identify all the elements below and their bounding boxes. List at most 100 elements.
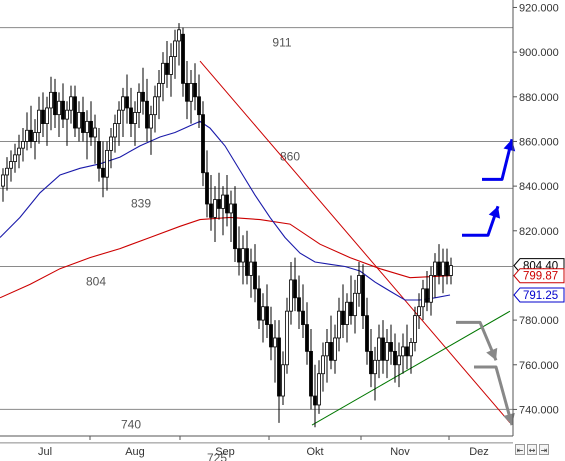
candle: [197, 74, 201, 129]
candle-body: [157, 82, 161, 98]
candle-body: [333, 337, 337, 361]
candle: [261, 293, 265, 343]
candle: [365, 297, 369, 365]
level-labels: 911 860 839 804 740 725: [86, 36, 300, 461]
candle: [5, 157, 9, 191]
candle-body: [105, 149, 109, 178]
candle-body: [257, 288, 261, 321]
candle: [125, 74, 129, 124]
candle-body: [37, 109, 41, 133]
candle: [377, 324, 381, 379]
x-tick-label: Nov: [390, 446, 410, 458]
scenario-arrowhead-1: [503, 139, 516, 152]
grid-lines: [0, 0, 513, 444]
candle-body: [293, 279, 297, 299]
candle: [225, 174, 229, 227]
candle: [341, 284, 345, 338]
candle: [29, 105, 33, 149]
candle: [45, 96, 49, 146]
candle: [129, 87, 133, 137]
scroll-right-button[interactable]: ⇥: [539, 444, 549, 455]
candle-body: [289, 279, 293, 312]
candle-body: [85, 120, 89, 133]
candle: [421, 279, 425, 321]
candle-body: [445, 261, 449, 276]
y-tick-label: 880.000: [519, 92, 559, 104]
candle-body: [405, 346, 409, 357]
level-label-860: 860: [280, 149, 300, 163]
candle-body: [221, 194, 225, 209]
candle: [33, 119, 37, 160]
candle-body: [317, 373, 321, 406]
candle: [41, 92, 45, 137]
candle: [409, 337, 413, 374]
candle: [353, 279, 357, 334]
candle-body: [241, 248, 245, 263]
candle: [413, 306, 417, 352]
candle: [373, 346, 377, 401]
candle-body: [93, 127, 97, 138]
candle-body: [365, 315, 369, 352]
level-label-911: 911: [272, 36, 291, 50]
candle: [81, 96, 85, 142]
y-tick-label: 820.000: [519, 226, 559, 238]
candle-body: [389, 342, 393, 352]
candle-body: [397, 355, 401, 366]
candle-body: [413, 315, 417, 343]
candle-body: [281, 364, 285, 397]
price-badge-frame: [513, 287, 565, 303]
candle-body: [165, 62, 169, 75]
candle-body: [29, 129, 33, 142]
candle: [217, 172, 221, 220]
scenario-arrow-2: [456, 320, 498, 361]
candle-body: [25, 129, 29, 142]
candle: [153, 85, 157, 133]
candle-body: [261, 306, 265, 321]
candle: [237, 226, 241, 276]
candle: [285, 297, 289, 374]
candle-body: [61, 100, 65, 120]
candle-body: [181, 33, 185, 84]
x-tick-label: Okt: [306, 446, 323, 458]
candle-body: [145, 100, 149, 129]
candle: [221, 186, 225, 236]
candle-body: [301, 310, 305, 325]
candle: [369, 329, 373, 388]
candle: [21, 128, 25, 162]
candle-body: [97, 141, 101, 169]
candle-body: [5, 167, 9, 176]
candle-body: [217, 199, 221, 209]
x-tick-label: Aug: [125, 446, 145, 458]
candle-body: [9, 161, 13, 169]
candle-body: [1, 174, 5, 187]
candle-body: [89, 120, 93, 138]
scroll-left-button[interactable]: ⇤: [515, 444, 525, 455]
candle-body: [33, 132, 37, 142]
candle-body: [345, 301, 349, 325]
candle-body: [65, 109, 69, 120]
y-tick-label: 860.000: [519, 136, 559, 148]
candle: [53, 78, 57, 129]
candle: [109, 128, 113, 169]
candle: [277, 320, 281, 423]
candle-body: [277, 337, 281, 397]
price-badge: 799.87: [513, 268, 565, 284]
candle: [149, 105, 153, 155]
candle: [257, 275, 261, 330]
candle: [65, 101, 69, 146]
candle: [293, 257, 297, 312]
candle: [77, 101, 81, 142]
candle: [273, 320, 277, 383]
plot-area: [0, 0, 513, 436]
candle-body: [173, 40, 177, 57]
scroll-both-button[interactable]: ↔: [527, 444, 537, 455]
candle: [437, 244, 441, 285]
candle: [213, 186, 217, 242]
candle: [193, 63, 197, 111]
candle: [405, 324, 409, 370]
candle: [265, 284, 269, 338]
candle: [321, 342, 325, 392]
x-tick-label: Dez: [469, 446, 489, 458]
candle: [121, 87, 125, 137]
